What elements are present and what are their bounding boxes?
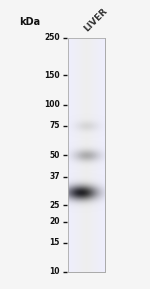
Bar [68, 38, 105, 272]
Text: 37: 37 [49, 173, 60, 181]
Bar [68, 38, 105, 272]
Text: 150: 150 [44, 71, 60, 80]
Text: kDa: kDa [20, 17, 40, 27]
Text: 10: 10 [50, 268, 60, 277]
Text: 50: 50 [50, 151, 60, 160]
Text: 75: 75 [50, 121, 60, 130]
Text: LIVER: LIVER [82, 6, 109, 33]
Text: 20: 20 [50, 217, 60, 226]
Text: 250: 250 [44, 34, 60, 42]
Text: 100: 100 [44, 100, 60, 109]
Text: 15: 15 [50, 238, 60, 247]
Text: 25: 25 [50, 201, 60, 210]
